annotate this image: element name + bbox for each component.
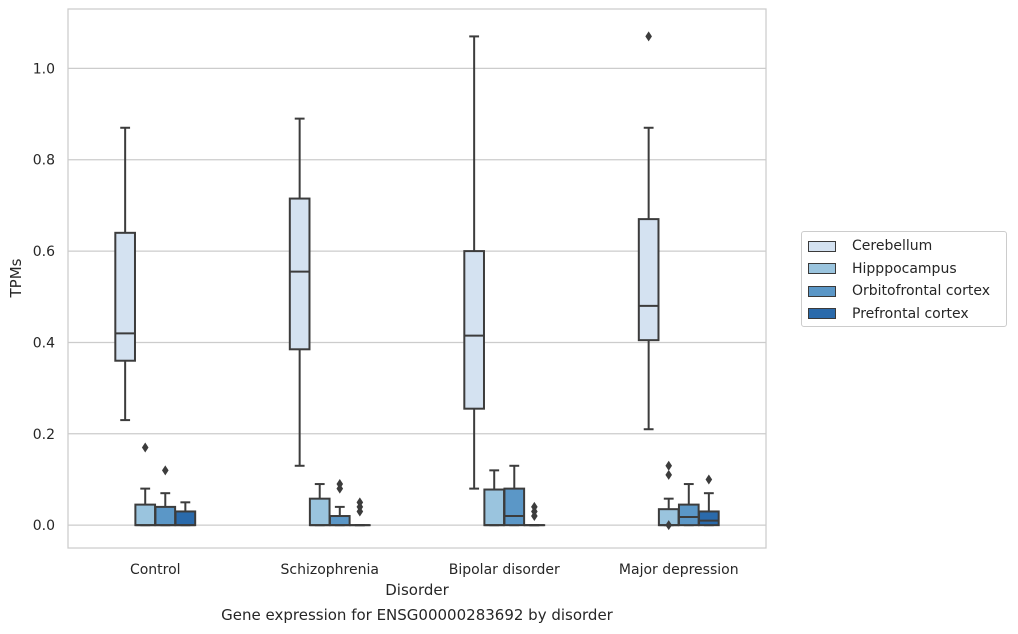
box-orbitofrontal-cortex — [154, 465, 177, 527]
outlier-marker — [161, 465, 169, 476]
outlier-marker — [645, 31, 652, 42]
x-axis-label: Disorder — [385, 581, 449, 599]
x-axis-ticks: Control Schizophrenia Bipolar disorder Majo… — [130, 562, 739, 578]
box-cerebellum — [463, 35, 485, 490]
box-orbitofrontal-cortex — [503, 464, 526, 527]
box-body — [463, 250, 485, 410]
box-body — [503, 487, 526, 527]
legend-item: Prefrontal cortex — [808, 303, 1006, 326]
outlier-marker — [665, 460, 673, 471]
box-series — [114, 31, 720, 531]
y-tick-label: 0.2 — [33, 427, 55, 443]
outlier-marker — [531, 511, 538, 522]
legend-item: Orbitofrontal cortex — [808, 280, 1006, 303]
outlier-marker — [336, 483, 344, 494]
legend-label: Cerebellum — [852, 238, 933, 255]
box-cerebellum — [288, 117, 311, 467]
box-prefrontal-cortex — [349, 497, 371, 527]
legend-swatch — [808, 285, 836, 297]
legend-label: Hipppocampus — [852, 260, 957, 277]
box-hipppocampus — [134, 442, 157, 527]
outlier-marker — [705, 474, 713, 485]
outlier-marker — [665, 520, 673, 531]
box-prefrontal-cortex — [174, 501, 197, 527]
box-body — [483, 488, 506, 527]
box-orbitofrontal-cortex — [328, 479, 351, 527]
box-cerebellum — [114, 126, 136, 422]
y-tick-label: 0.8 — [33, 153, 55, 169]
y-axis-label: TPMs — [7, 258, 25, 298]
box-body — [134, 503, 157, 527]
y-tick-label: 0.0 — [33, 518, 55, 534]
box-body — [114, 231, 136, 362]
legend-swatch — [808, 263, 836, 275]
box-prefrontal-cortex — [523, 501, 546, 527]
y-tick-label: 1.0 — [33, 61, 55, 77]
box-body — [174, 510, 197, 527]
chart-caption: Gene expression for ENSG00000283692 by d… — [221, 606, 613, 624]
x-tick-label: Bipolar disorder — [449, 562, 560, 578]
x-tick-label: Schizophrenia — [281, 562, 379, 578]
legend-item: Hipppocampus — [808, 258, 1006, 281]
y-tick-label: 0.6 — [33, 244, 55, 260]
x-tick-label: Major depression — [619, 562, 739, 578]
x-tick-label: Control — [130, 562, 181, 578]
legend: Cerebellum Hipppocampus Orbitofrontal cort… — [801, 231, 1007, 327]
y-tick-label: 0.4 — [33, 335, 55, 351]
outlier-marker — [356, 506, 364, 517]
legend-swatch — [808, 240, 836, 252]
legend-swatch — [808, 308, 836, 320]
box-body — [328, 515, 351, 527]
y-axis-ticks: 0.0 0.2 0.4 0.6 0.8 1.0 — [33, 61, 55, 534]
legend-label: Orbitofrontal cortex — [852, 283, 990, 300]
box-body — [288, 197, 311, 351]
box-body — [308, 497, 331, 527]
box-prefrontal-cortex — [698, 474, 720, 527]
box-cerebellum — [637, 31, 660, 431]
box-body — [637, 218, 660, 342]
plot-frame — [67, 8, 767, 549]
box-body — [698, 510, 720, 527]
box-hipppocampus — [483, 469, 506, 527]
box-body — [154, 505, 177, 527]
outlier-marker — [141, 442, 149, 453]
box-hipppocampus — [308, 483, 331, 527]
box-hipppocampus — [657, 460, 680, 531]
legend-item: Cerebellum — [808, 235, 1006, 258]
outlier-marker — [665, 469, 673, 480]
box-body — [677, 503, 700, 527]
box-orbitofrontal-cortex — [677, 483, 700, 527]
plot-background — [68, 9, 766, 548]
legend-label: Prefrontal cortex — [852, 305, 969, 322]
